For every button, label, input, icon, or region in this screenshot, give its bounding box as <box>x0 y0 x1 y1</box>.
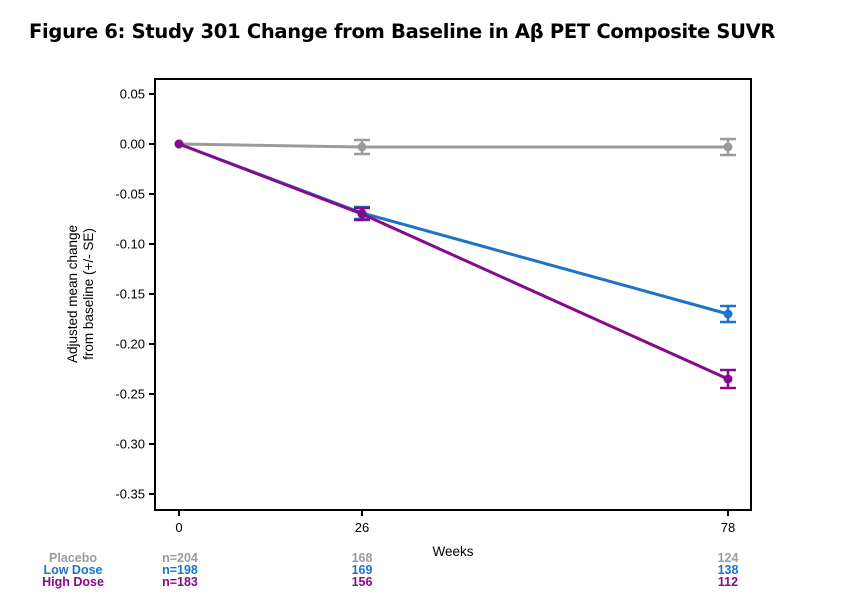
n-table-value: 124 <box>718 551 739 565</box>
y-tick-label: -0.35 <box>115 487 145 502</box>
n-table-value: 169 <box>352 563 373 577</box>
series-line <box>178 142 728 149</box>
data-point <box>357 142 367 152</box>
series-low-dose <box>174 139 736 324</box>
n-table-value: n=198 <box>162 563 198 577</box>
y-tick-label: 0.05 <box>120 87 145 102</box>
data-point <box>723 309 733 319</box>
x-tick-label: 78 <box>721 520 735 535</box>
x-tick-label: 0 <box>175 520 182 535</box>
labels: Weeks Adjusted mean changefrom baseline (… <box>42 225 738 589</box>
y-tick-label: -0.05 <box>115 187 145 202</box>
series-high-dose <box>174 139 736 390</box>
data-point <box>357 209 367 219</box>
n-table-value: 112 <box>718 575 738 589</box>
data-point <box>723 374 733 384</box>
x-axis-label: Weeks <box>432 544 473 559</box>
y-tick-label: -0.20 <box>115 337 145 352</box>
y-axis-label-line: from baseline (+/- SE) <box>81 228 96 360</box>
y-axis-label-line: Adjusted mean change <box>65 225 80 363</box>
figure-title: Figure 6: Study 301 Change from Baseline… <box>29 20 776 43</box>
series-layer <box>174 137 736 390</box>
data-point <box>174 139 184 149</box>
n-table-series-name: Low Dose <box>43 563 102 577</box>
n-table-value: 156 <box>352 575 373 589</box>
axes: 0.05 0.00 -0.05 -0.10 -0.15 -0.20 -0.25 -0.30 -0… <box>115 78 752 535</box>
series-line <box>178 142 729 316</box>
y-axis-label: Adjusted mean changefrom baseline (+/- S… <box>65 225 96 363</box>
n-table-series-name: High Dose <box>42 575 104 589</box>
series-placebo <box>174 137 736 157</box>
y-tick-label: 0.00 <box>120 137 145 152</box>
y-tick-label: -0.30 <box>115 437 145 452</box>
series-line <box>178 142 729 381</box>
n-table-series-name: Placebo <box>49 551 97 565</box>
y-tick-label: -0.25 <box>115 387 145 402</box>
y-tick-label: -0.10 <box>115 237 145 252</box>
n-table-value: 168 <box>352 551 373 565</box>
x-tick-label: 26 <box>355 520 369 535</box>
data-point <box>723 142 733 152</box>
n-table-value: n=183 <box>162 575 198 589</box>
y-tick-label: -0.15 <box>115 287 145 302</box>
n-table-value: n=204 <box>162 551 198 565</box>
n-table-value: 138 <box>718 563 739 577</box>
